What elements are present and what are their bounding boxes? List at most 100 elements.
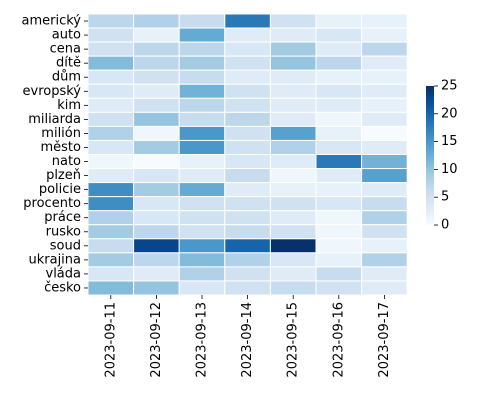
heatmap-cell — [133, 196, 180, 212]
y-tick-label: rusko — [46, 224, 81, 239]
y-tick-label: plzeň — [46, 168, 81, 183]
heatmap-cell — [315, 210, 363, 226]
heatmap-cell — [361, 13, 408, 29]
heatmap-cells — [87, 13, 408, 296]
heatmap-cell — [224, 83, 271, 99]
heatmap-cell — [269, 210, 317, 226]
x-tick-label: 2023-09-16 — [331, 302, 346, 378]
heatmap-cell — [178, 168, 226, 184]
y-tick-label: ukrajina — [28, 252, 81, 267]
heatmap-cell — [315, 182, 363, 198]
heatmap-cell — [269, 55, 317, 71]
colorbar-tick-label: 15 — [441, 134, 458, 149]
colorbar-tick-label: 10 — [441, 162, 458, 177]
heatmap-cell — [178, 27, 226, 43]
y-tick-label: dítě — [56, 56, 81, 71]
heatmap-cell — [178, 182, 226, 198]
y-tick-label: americký — [22, 14, 82, 29]
y-tick-label: soud — [50, 238, 81, 253]
heatmap-cell — [224, 97, 271, 113]
heatmap-cell — [133, 238, 180, 254]
heatmap-cell — [361, 280, 408, 296]
heatmap-cell — [361, 224, 408, 240]
heatmap-cell — [315, 252, 363, 268]
heatmap-cell — [133, 13, 180, 29]
heatmap-cell — [224, 210, 271, 226]
heatmap-cell — [269, 252, 317, 268]
heatmap-cell — [361, 111, 408, 127]
heatmap-cell — [269, 27, 317, 43]
heatmap-cell — [361, 27, 408, 43]
heatmap-cell — [133, 224, 180, 240]
heatmap-cell — [315, 154, 363, 170]
heatmap-cell — [178, 238, 226, 254]
heatmap-cell — [315, 83, 363, 99]
heatmap-cell — [87, 252, 135, 268]
heatmap-cell — [224, 266, 271, 282]
heatmap-cell — [224, 224, 271, 240]
heatmap-cell — [87, 13, 135, 29]
heatmap-cell — [87, 83, 135, 99]
heatmap-cell — [87, 168, 135, 184]
heatmap-cell — [87, 266, 135, 282]
heatmap-cell — [178, 83, 226, 99]
heatmap-cell — [269, 13, 317, 29]
heatmap-cell — [178, 154, 226, 170]
heatmap-cell — [315, 280, 363, 296]
heatmap-cell — [269, 97, 317, 113]
heatmap-cell — [315, 139, 363, 155]
x-tick-label: 2023-09-15 — [286, 302, 301, 378]
heatmap-cell — [269, 154, 317, 170]
heatmap-cell — [87, 69, 135, 85]
x-tick-label: 2023-09-17 — [377, 302, 392, 378]
x-tick-label: 2023-09-11 — [103, 302, 118, 378]
colorbar-ticks: 0 5 10 15 20 25 — [434, 79, 458, 233]
heatmap-cell — [224, 13, 271, 29]
y-tick-label: nato — [52, 154, 81, 169]
heatmap-cell — [178, 41, 226, 57]
heatmap-cell — [224, 182, 271, 198]
heatmap-cell — [269, 139, 317, 155]
heatmap-cell — [269, 41, 317, 57]
heatmap-cell — [178, 13, 226, 29]
heatmap-cell — [87, 238, 135, 254]
x-tick-label: 2023-09-12 — [149, 302, 164, 378]
heatmap-cell — [133, 252, 180, 268]
colorbar-tick-label: 20 — [441, 106, 458, 121]
heatmap-cell — [269, 280, 317, 296]
heatmap-cell — [133, 27, 180, 43]
heatmap-cell — [178, 252, 226, 268]
heatmap-cell — [133, 168, 180, 184]
colorbar-tick-label: 0 — [441, 218, 449, 233]
heatmap-cell — [224, 238, 271, 254]
heatmap-cell — [87, 27, 135, 43]
heatmap-cell — [224, 280, 271, 296]
heatmap-cell — [224, 27, 271, 43]
heatmap-cell — [178, 97, 226, 113]
heatmap-cell — [361, 139, 408, 155]
y-tick-label: město — [41, 140, 82, 155]
heatmap-cell — [361, 210, 408, 226]
heatmap-cell — [361, 168, 408, 184]
heatmap-cell — [133, 55, 180, 71]
heatmap-cell — [315, 111, 363, 127]
heatmap-cell — [87, 97, 135, 113]
heatmap-cell — [224, 69, 271, 85]
heatmap-cell — [178, 210, 226, 226]
y-tick-label: evropský — [23, 84, 82, 99]
colorbar-tick-label: 5 — [441, 190, 449, 205]
heatmap-cell — [315, 55, 363, 71]
heatmap-cell — [269, 238, 317, 254]
heatmap-cell — [361, 97, 408, 113]
heatmap-cell — [315, 238, 363, 254]
heatmap-cell — [133, 97, 180, 113]
heatmap-cell — [133, 41, 180, 57]
heatmap-cell — [269, 168, 317, 184]
heatmap-cell — [361, 238, 408, 254]
heatmap-cell — [87, 41, 135, 57]
heatmap-cell — [87, 111, 135, 127]
heatmap-cell — [133, 139, 180, 155]
heatmap-cell — [315, 41, 363, 57]
heatmap-cell — [224, 139, 271, 155]
